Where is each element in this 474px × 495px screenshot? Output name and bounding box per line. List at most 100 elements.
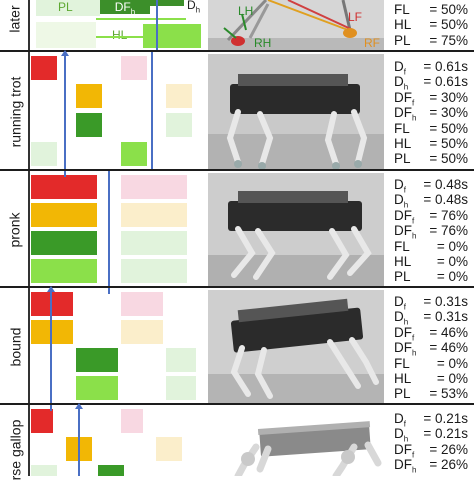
gait-stats: Df = 0.48s Dh = 0.48s DFf = 76% DFh = 76% FL… xyxy=(392,177,472,285)
stat-duty-front: DFf = 30% xyxy=(394,89,468,108)
stat-fl: FL = 50% xyxy=(394,120,468,136)
stat-pl: PL = 75% xyxy=(394,32,468,48)
stat-hl: HL = 50% xyxy=(394,135,468,151)
gait-row-bound: bound Df = 0.31s Dh = 0.31s DFf = 46% DFh = … xyxy=(0,286,474,405)
gait-stats: FL = 50% HL = 50% PL = 75% xyxy=(392,2,472,48)
stride-line-left xyxy=(50,288,52,405)
phase-bar-lf-faint xyxy=(121,292,163,316)
phase-bar-lf xyxy=(31,292,73,316)
robot-photo-pronk xyxy=(208,173,384,287)
stat-duty-front: DFf = 46% xyxy=(394,324,468,343)
phase-bar-lh xyxy=(76,113,102,137)
phase-bar-rf-faint xyxy=(121,203,187,227)
phase-bar-lh-faint xyxy=(166,113,192,137)
gait-row-gallop: rse gallop Df = 0.21s Dh = 0.21s DFf = 26% … xyxy=(0,403,474,480)
gait-label: bound xyxy=(7,327,23,366)
axis-line xyxy=(28,288,30,405)
gait-row-pronk: pronk Df = 0.48s Dh = 0.48s DFf = 76% DFh = … xyxy=(0,169,474,288)
stat-pl: PL = 53% xyxy=(394,386,468,402)
phase-bar-lh-faint xyxy=(121,231,187,255)
phase-bar-rf-faint xyxy=(166,84,192,108)
phase-bar-green xyxy=(143,24,201,48)
gait-row-running-trot: running trot Df = 0.61s Dh = 0.61s DFf = 30… xyxy=(0,50,474,171)
robot-photo-bound xyxy=(208,290,384,404)
axis-line xyxy=(28,405,30,476)
leg-label-lh: LH xyxy=(238,4,254,18)
phase-bar-rh xyxy=(121,142,147,166)
phase-bar-rf xyxy=(31,320,73,344)
stride-line-right xyxy=(78,405,80,476)
df-bracket xyxy=(96,18,186,20)
stride-arrow-left xyxy=(61,50,69,56)
phase-bar-rf xyxy=(31,203,97,227)
phase-bar-lf xyxy=(31,175,97,199)
stride-arrow-right xyxy=(75,403,83,409)
phase-bar-rf xyxy=(76,84,102,108)
phase-bar-hl-faint xyxy=(36,22,96,48)
stat-dh-period: Dh = 0.31s xyxy=(394,309,468,328)
phase-bar-lh xyxy=(76,348,118,372)
stat-df-period: Df = 0.31s xyxy=(394,294,468,312)
hl-bracket xyxy=(96,36,156,38)
stat-duty-hind: DFh = 76% xyxy=(394,223,468,241)
phase-bar-lh-faint xyxy=(166,348,196,372)
stride-line-left xyxy=(64,52,66,171)
pl-label: PL xyxy=(58,0,73,14)
robot-photo-gallop xyxy=(208,407,384,476)
stat-df-period: Df = 0.21s xyxy=(394,411,468,429)
gait-label: later xyxy=(7,5,24,33)
phase-bar-lh xyxy=(98,465,124,476)
gait-stats: Df = 0.21s Dh = 0.21s DFf = 26% DFh = 26% xyxy=(392,411,472,475)
robot-photo-running-trot xyxy=(208,54,384,170)
stat-duty-hind: DFh = 30% xyxy=(394,105,468,123)
gait-stats: Df = 0.61s Dh = 0.61s DFf = 30% DFh = 30% FL… xyxy=(392,59,472,167)
stat-hl: HL = 0% xyxy=(394,370,468,386)
phase-bar-rf-faint xyxy=(156,437,182,461)
stride-line-right xyxy=(108,288,110,294)
gait-label: running trot xyxy=(7,76,24,147)
stat-hl: HL = 0% xyxy=(394,253,468,269)
leg-label-rf: RF xyxy=(364,36,380,50)
stat-hl: HL = 50% xyxy=(394,17,468,33)
phase-bar-lf-faint xyxy=(121,56,147,80)
stat-fl: FL = 0% xyxy=(394,355,468,371)
phase-bar-rh-faint xyxy=(31,142,57,166)
df-label-box: DFh xyxy=(100,0,150,16)
stride-arrow-left xyxy=(47,286,55,292)
stride-line-left xyxy=(64,171,66,177)
dh-label: Dh xyxy=(187,0,201,15)
leg-label-rh: RH xyxy=(254,36,272,50)
stat-dh-period: Dh = 0.48s xyxy=(394,192,468,211)
phase-bar-rh xyxy=(31,259,97,283)
phase-bar-lh-faint xyxy=(31,465,57,476)
axis-line xyxy=(28,52,30,171)
axis-line xyxy=(28,171,30,288)
phase-bar-rh-faint xyxy=(166,376,196,400)
phase-bar-lf-faint xyxy=(121,409,143,433)
stat-dh-period: Dh = 0.21s xyxy=(394,426,468,445)
stat-dh-period: Dh = 0.61s xyxy=(394,74,468,93)
axis-line xyxy=(28,0,30,52)
robot-photo-lateral: LH RH LF RF xyxy=(208,0,384,52)
stat-duty-hind: DFh = 26% xyxy=(394,457,468,475)
phase-bar-lf xyxy=(31,409,53,433)
phase-bar-rf-faint xyxy=(121,320,163,344)
phase-bar-lh xyxy=(31,231,97,255)
stat-pl: PL = 0% xyxy=(394,269,468,285)
hl-label: HL xyxy=(112,28,128,42)
phase-bar-rh xyxy=(76,376,118,400)
leg-label-lf: LF xyxy=(348,10,363,24)
gait-stats: Df = 0.31s Dh = 0.31s DFf = 46% DFh = 46% FL… xyxy=(392,294,472,402)
phase-bar-lf-faint xyxy=(121,175,187,199)
gait-label: rse gallop xyxy=(7,419,24,481)
gait-label: pronk xyxy=(7,211,23,248)
stat-duty-front: DFf = 26% xyxy=(394,441,468,460)
stride-line-left xyxy=(50,405,52,411)
phase-marker-line xyxy=(156,0,158,52)
phase-bar-rh-faint xyxy=(121,259,187,283)
stat-df-period: Df = 0.48s xyxy=(394,177,468,195)
stat-pl: PL = 50% xyxy=(394,151,468,167)
gait-row-lateral: later PL DFh HL Dh LH RH LF RF xyxy=(0,0,474,52)
phase-bar-pl-faint xyxy=(36,0,100,16)
stat-fl: FL = 0% xyxy=(394,238,468,254)
